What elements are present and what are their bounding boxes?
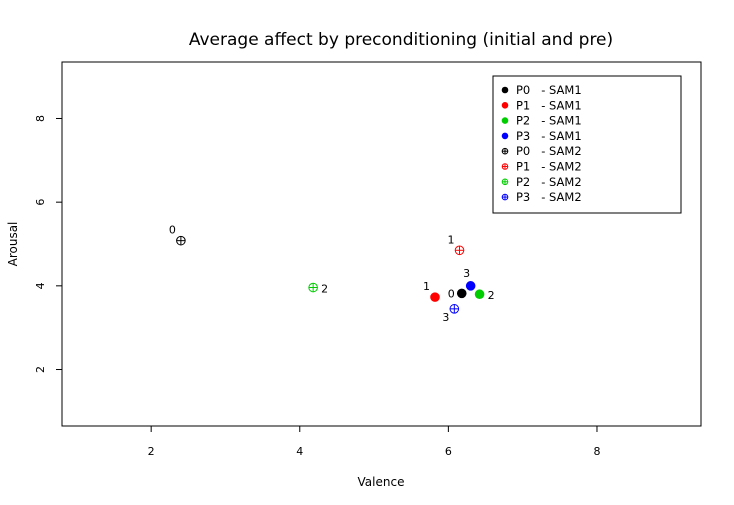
point-label-s1-0: 1	[423, 280, 430, 293]
y-axis-label: Arousal	[6, 222, 20, 267]
x-axis-label: Valence	[358, 475, 405, 489]
x-tick-label-0: 2	[148, 445, 155, 458]
point-s2-0	[474, 289, 485, 300]
point-label-s5-0: 1	[448, 233, 455, 246]
legend-marker-4	[501, 147, 509, 155]
y-axis: 2 4 6 8	[34, 115, 62, 373]
x-tick-label-3: 8	[593, 445, 600, 458]
point-s1-0	[430, 292, 440, 302]
legend-label-7: P3 - SAM2	[516, 190, 582, 204]
plot-area	[61, 61, 702, 427]
legend-marker-1	[501, 102, 509, 109]
point-s6-0	[308, 282, 318, 293]
point-label-s3-0: 3	[463, 267, 470, 280]
point-label-s4-0: 0	[169, 224, 176, 237]
point-s7-0	[449, 304, 460, 314]
x-tick-label-2: 6	[445, 445, 452, 458]
legend-label-3: P3 - SAM1	[516, 129, 582, 143]
x-tick-label-1: 4	[296, 445, 303, 458]
y-tick-label-3: 8	[34, 115, 47, 122]
point-label-s0-0: 0	[448, 287, 455, 300]
point-s3-0	[465, 281, 476, 291]
legend-marker-5	[501, 163, 509, 170]
y-tick-label-1: 4	[34, 282, 47, 289]
point-label-s2-0: 2	[488, 289, 495, 302]
legend-label-1: P1 - SAM1	[516, 98, 582, 112]
legend-marker-2	[501, 117, 509, 124]
legend-marker-3	[501, 132, 509, 140]
legend-marker-7	[501, 193, 509, 201]
chart-title: Average affect by preconditioning (initi…	[189, 30, 613, 50]
legend-label-6: P2 - SAM2	[516, 175, 582, 189]
point-s4-0	[176, 235, 186, 246]
legend-marker-0	[501, 86, 509, 94]
point-label-s6-0: 2	[321, 283, 328, 296]
legend-box	[492, 75, 682, 214]
legend-label-5: P1 - SAM2	[516, 160, 582, 174]
legend-label-0: P0 - SAM1	[516, 83, 582, 97]
point-s5-0	[454, 245, 465, 256]
point-s0-0	[456, 288, 467, 299]
y-tick-label-2: 6	[34, 199, 47, 206]
legend-marker-6	[501, 178, 509, 186]
legend-label-4: P0 - SAM2	[516, 144, 582, 158]
legend-label-2: P2 - SAM1	[516, 114, 582, 128]
y-tick-label-0: 2	[34, 366, 47, 373]
point-label-s7-0: 3	[442, 311, 449, 324]
x-axis: 2 4 6 8	[148, 426, 600, 458]
